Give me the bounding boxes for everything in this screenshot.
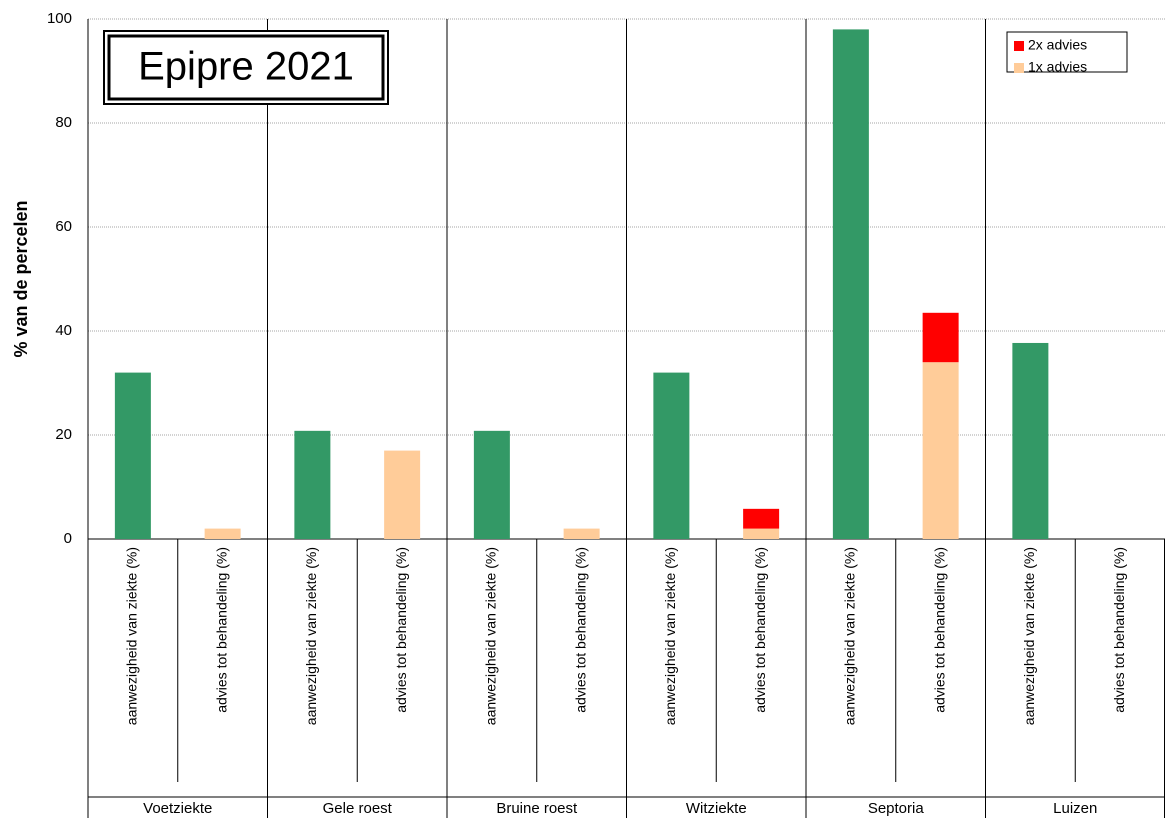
group-label: Septoria bbox=[868, 800, 925, 817]
x-tick-label: aanwezigheid van ziekte (%) bbox=[303, 547, 319, 725]
legend-label: 2x advies bbox=[1028, 37, 1087, 53]
legend-swatch bbox=[1014, 63, 1024, 73]
x-tick-label: aanwezigheid van ziekte (%) bbox=[124, 547, 140, 725]
x-tick-label: advies tot behandeling (%) bbox=[393, 547, 409, 713]
y-tick-label: 0 bbox=[64, 530, 72, 547]
x-tick-label: aanwezigheid van ziekte (%) bbox=[662, 547, 678, 725]
x-tick-label: advies tot behandeling (%) bbox=[1111, 547, 1127, 713]
legend-label: 1x advies bbox=[1028, 59, 1087, 75]
y-axis-label: % van de percelen bbox=[11, 200, 31, 357]
legend-swatch bbox=[1014, 41, 1024, 51]
x-tick-label: aanwezigheid van ziekte (%) bbox=[483, 547, 499, 725]
y-tick-label: 100 bbox=[47, 10, 72, 27]
group-label: Witziekte bbox=[686, 800, 747, 817]
bar bbox=[204, 528, 241, 539]
bar bbox=[743, 508, 780, 529]
x-tick-label: aanwezigheid van ziekte (%) bbox=[1021, 547, 1037, 725]
x-tick-label: advies tot behandeling (%) bbox=[752, 547, 768, 713]
bar bbox=[473, 430, 510, 539]
bar bbox=[922, 362, 959, 539]
group-label: Voetziekte bbox=[143, 800, 212, 817]
y-tick-label: 20 bbox=[55, 426, 72, 443]
y-tick-label: 80 bbox=[55, 114, 72, 131]
chart-title: Epipre 2021 bbox=[138, 45, 354, 89]
title-box-outer bbox=[103, 30, 389, 105]
group-label: Gele roest bbox=[323, 800, 393, 817]
y-tick-label: 40 bbox=[55, 322, 72, 339]
bar bbox=[563, 528, 600, 539]
bar bbox=[294, 430, 331, 539]
bar bbox=[114, 372, 151, 539]
x-tick-label: advies tot behandeling (%) bbox=[213, 547, 229, 713]
title-box-inner bbox=[107, 34, 385, 101]
bar bbox=[653, 372, 690, 539]
group-label: Bruine roest bbox=[496, 800, 578, 817]
y-tick-label: 60 bbox=[55, 218, 72, 235]
bar bbox=[922, 312, 959, 363]
bar bbox=[1012, 342, 1049, 539]
legend-box bbox=[1006, 31, 1128, 73]
bar bbox=[384, 450, 421, 539]
x-tick-label: advies tot behandeling (%) bbox=[572, 547, 588, 713]
x-tick-label: aanwezigheid van ziekte (%) bbox=[842, 547, 858, 725]
bar bbox=[832, 29, 869, 540]
group-label: Luizen bbox=[1053, 800, 1097, 817]
bar bbox=[743, 528, 780, 539]
x-tick-label: advies tot behandeling (%) bbox=[931, 547, 947, 713]
